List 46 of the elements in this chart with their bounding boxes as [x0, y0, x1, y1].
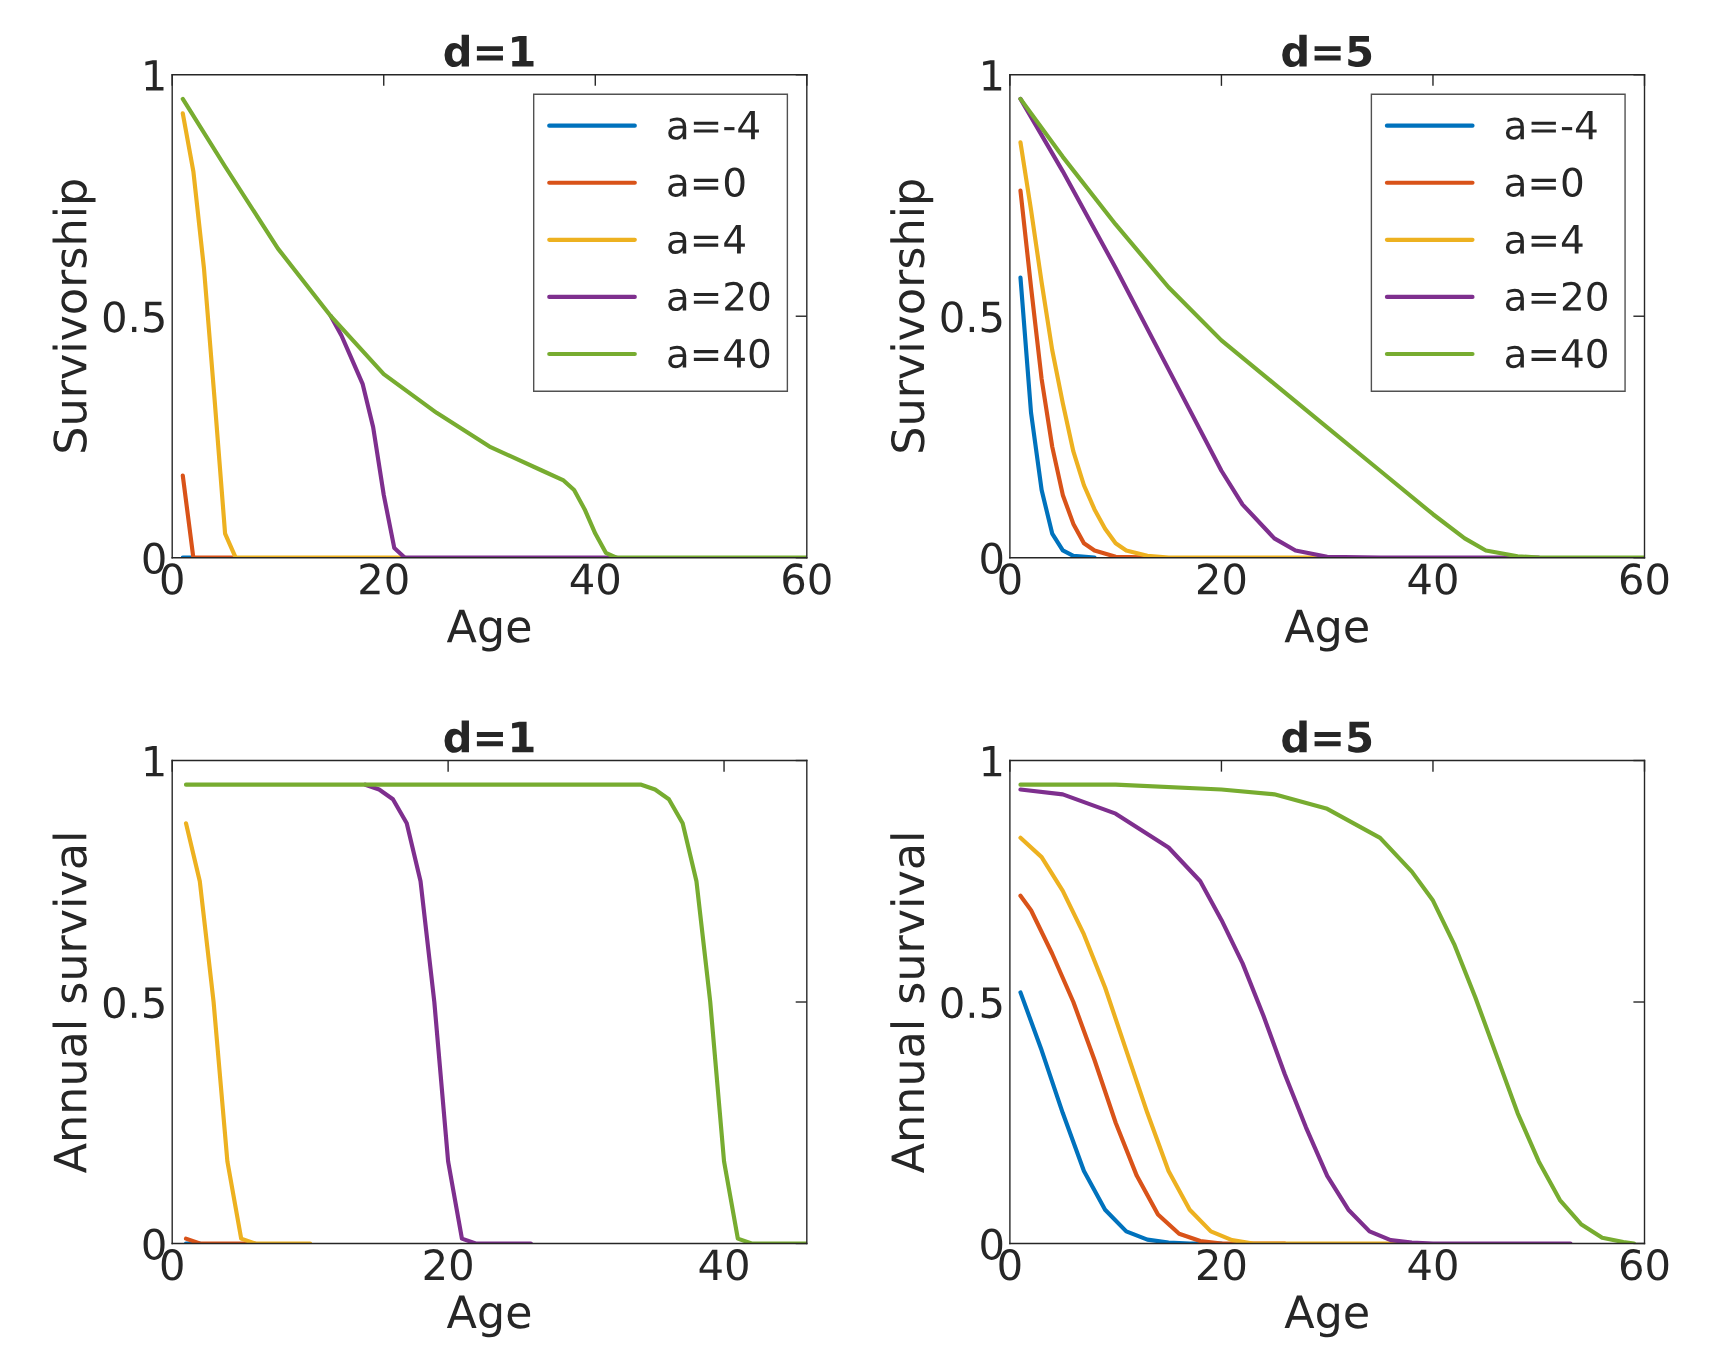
- legend-label: a=20: [668, 281, 770, 312]
- legend-label: a=-4: [668, 110, 759, 140]
- line-series: [1018, 275, 1097, 558]
- y-tick-label: 0.5: [941, 301, 1002, 333]
- legend-label: a=4: [668, 225, 745, 255]
- chart-title: d=1: [444, 720, 534, 753]
- chart-title: d=5: [1282, 34, 1372, 67]
- y-axis-title: Annual survival: [890, 834, 925, 1174]
- legend-label: a=-4: [1505, 110, 1597, 140]
- y-tick-label: 1: [145, 60, 164, 91]
- x-tick-label: 40: [699, 1249, 748, 1281]
- y-tick-label: 0.5: [941, 986, 1002, 1019]
- y-tick-label: 0.5: [103, 986, 164, 1019]
- line-series: [1018, 96, 1645, 558]
- x-tick-label: 20: [1197, 1249, 1246, 1281]
- x-axis-title: Age: [446, 1295, 531, 1338]
- x-axis-title: Age: [446, 609, 531, 652]
- line-series: [183, 782, 807, 1244]
- x-tick-label: 40: [570, 563, 620, 595]
- chart-title: d=5: [1282, 720, 1372, 753]
- y-tick-label: 0.5: [103, 301, 164, 333]
- x-tick-label: 20: [424, 1249, 472, 1281]
- x-tick-label: 40: [1408, 563, 1457, 595]
- y-axis-title: Survivorship: [52, 180, 96, 452]
- x-axis-title: Age: [1284, 609, 1368, 652]
- y-axis-title: Survivorship: [890, 180, 934, 452]
- legend-label: a=4: [1505, 225, 1583, 255]
- x-tick-label: 40: [1408, 1249, 1457, 1281]
- y-tick-label: 1: [145, 745, 164, 777]
- x-tick-label: 20: [360, 563, 408, 595]
- line-series: [180, 96, 807, 558]
- legend-label: a=0: [668, 167, 745, 197]
- y-axis-title: Annual survival: [52, 834, 87, 1174]
- legend-label: a=20: [1505, 281, 1607, 312]
- legend-label: a=40: [1505, 338, 1607, 369]
- x-axis-title: Age: [1284, 1295, 1368, 1338]
- chart-title: d=1: [444, 34, 534, 67]
- line-series: [183, 821, 313, 1244]
- x-tick-label: 60: [783, 563, 831, 595]
- x-tick-label: 60: [1620, 563, 1669, 595]
- y-tick-label: 1: [983, 60, 1002, 91]
- y-tick-label: 1: [983, 745, 1002, 777]
- x-tick-label: 20: [1197, 563, 1246, 595]
- legend-label: a=0: [1505, 167, 1583, 197]
- legend-label: a=40: [668, 338, 770, 369]
- x-tick-label: 60: [1620, 1249, 1669, 1281]
